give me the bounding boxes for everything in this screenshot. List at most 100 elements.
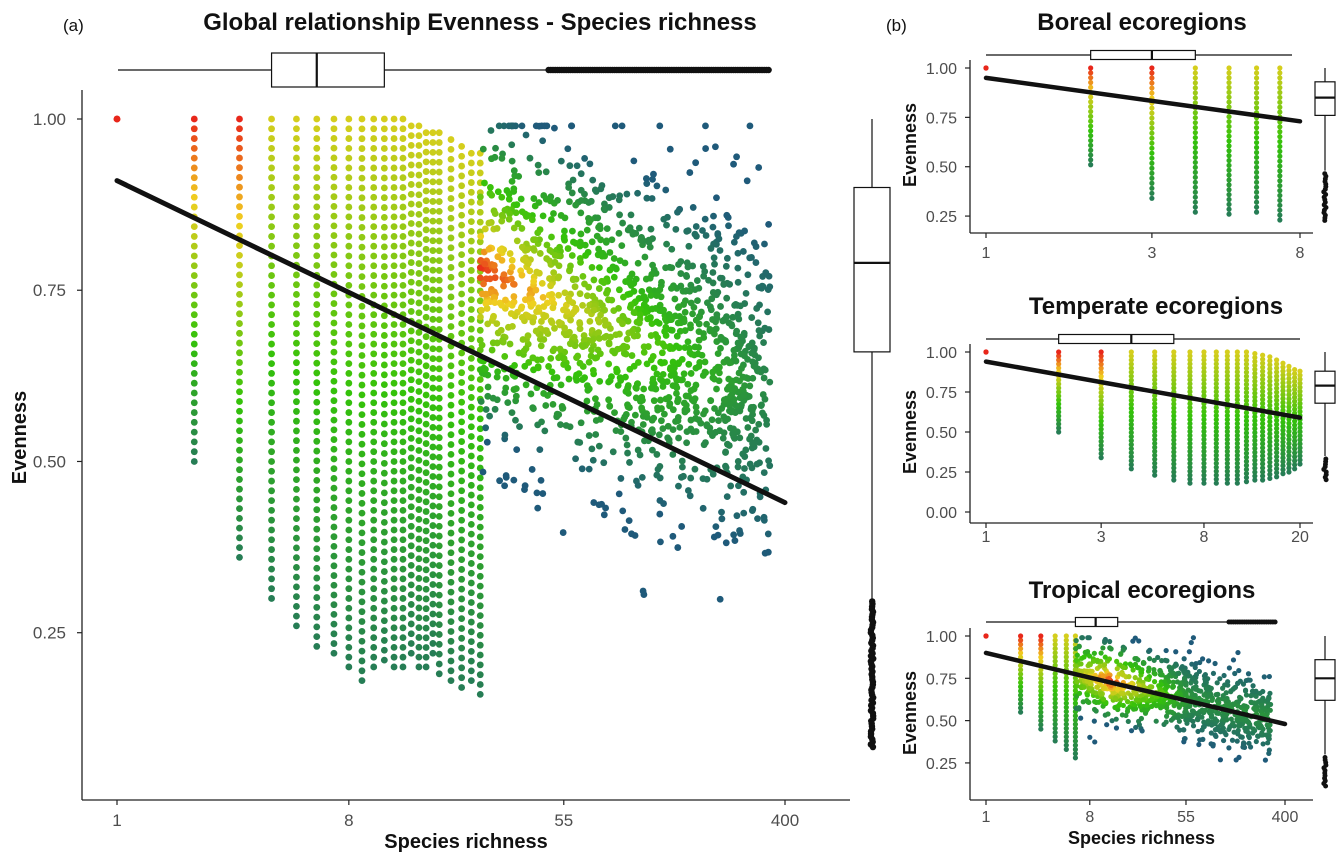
data-point: [659, 425, 667, 432]
data-point: [190, 203, 198, 211]
data-point: [358, 243, 366, 251]
data-point: [399, 301, 407, 309]
data-point: [407, 581, 415, 589]
data-point: [631, 532, 639, 539]
data-point: [1230, 657, 1237, 663]
data-point: [236, 407, 243, 415]
data-point: [669, 358, 677, 366]
data-point: [1187, 428, 1193, 435]
data-point: [1128, 413, 1134, 420]
y-tick-label: 0.75: [926, 385, 957, 402]
data-point: [650, 170, 657, 178]
data-point: [643, 360, 651, 368]
data-point: [673, 384, 681, 392]
data-point: [313, 603, 321, 611]
data-point: [1252, 430, 1258, 436]
data-point: [638, 473, 646, 481]
data-point: [236, 417, 243, 425]
data-point: [330, 572, 338, 579]
data-point: [566, 297, 573, 305]
data-point: [236, 242, 243, 250]
data-point: [1280, 471, 1286, 477]
data-point: [467, 667, 475, 675]
data-point: [741, 227, 749, 235]
data-point: [268, 321, 275, 328]
data-point: [1226, 143, 1232, 149]
data-point: [573, 371, 580, 379]
data-point: [1226, 182, 1232, 188]
data-point: [447, 588, 455, 596]
data-point: [1187, 476, 1193, 482]
data-point: [1292, 386, 1298, 393]
data-point: [684, 380, 692, 388]
data-point: [1253, 144, 1260, 151]
data-point: [591, 186, 599, 194]
data-point: [505, 122, 513, 130]
data-point: [734, 264, 742, 272]
data-point: [1224, 361, 1230, 367]
data-point: [370, 643, 378, 651]
data-point: [636, 319, 643, 327]
data-point: [1223, 702, 1229, 708]
data-point: [1078, 715, 1084, 721]
data-point: [467, 208, 475, 216]
data-point: [754, 319, 762, 327]
data-point: [1152, 397, 1158, 403]
data-point: [1224, 472, 1230, 478]
data-point: [615, 305, 622, 312]
data-point: [1063, 717, 1069, 723]
data-point: [760, 365, 768, 373]
data-point: [497, 326, 505, 334]
data-point: [476, 274, 484, 282]
data-point: [1206, 692, 1212, 698]
data-point: [435, 286, 443, 294]
data-point: [358, 361, 366, 369]
data-point: [422, 333, 430, 341]
data-point: [399, 154, 407, 162]
data-point: [429, 423, 437, 431]
data-point: [236, 437, 243, 444]
data-point: [983, 349, 989, 355]
data-point: [1076, 705, 1082, 711]
data-point: [494, 188, 502, 196]
data-point: [1181, 656, 1187, 662]
data-point: [1267, 427, 1273, 433]
data-point: [590, 306, 598, 314]
data-point: [699, 372, 707, 379]
data-point: [1277, 70, 1283, 76]
data-point: [447, 382, 455, 389]
data-point: [1280, 419, 1286, 425]
data-point: [1253, 75, 1260, 81]
data-point: [447, 450, 455, 458]
data-point: [330, 212, 338, 220]
data-point: [675, 359, 683, 367]
data-point: [1128, 357, 1134, 363]
data-point: [569, 275, 577, 283]
data-point: [749, 358, 757, 366]
data-point: [407, 259, 415, 266]
data-point: [447, 273, 455, 281]
data-point: [380, 656, 388, 664]
data-point: [1149, 80, 1155, 86]
data-point: [1118, 651, 1124, 657]
data-point: [1098, 369, 1104, 375]
data-point: [358, 411, 366, 419]
data-point: [236, 514, 243, 522]
data-point: [447, 362, 455, 370]
data-point: [330, 513, 338, 521]
data-point: [399, 321, 407, 328]
data-point: [1292, 370, 1298, 377]
data-point: [358, 174, 366, 182]
data-point: [1171, 429, 1177, 435]
data-point: [380, 558, 388, 566]
data-point: [561, 324, 569, 332]
data-point: [380, 174, 388, 182]
data-point: [330, 436, 338, 443]
chart-title: Boreal ecoregions: [1037, 9, 1246, 36]
data-point: [1243, 438, 1250, 444]
data-point: [330, 620, 338, 628]
data-point: [1171, 349, 1177, 355]
data-point: [521, 486, 528, 494]
data-point: [611, 122, 619, 130]
data-point: [399, 252, 407, 260]
